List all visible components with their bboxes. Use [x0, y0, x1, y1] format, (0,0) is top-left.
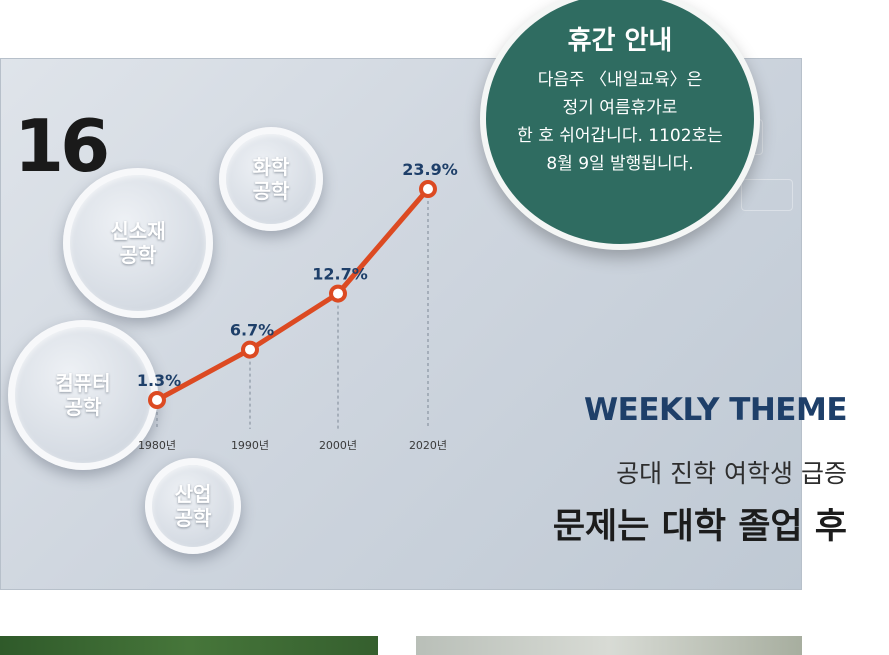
page-number: 16 [14, 104, 110, 188]
photo-thumbnail [0, 636, 378, 655]
notice-title: 휴간 안내 [567, 26, 673, 56]
photo-thumbnail [416, 636, 802, 655]
decor-hexagon [741, 179, 793, 211]
notice-circle: 휴간 안내 다음주 〈내일교육〉은 정기 여름휴가로 한 호 쉬어갑니다. 11… [480, 0, 760, 250]
bubble-industrial-engineering: 산업 공학 [145, 458, 241, 554]
article-headline: 문제는 대학 졸업 후 [552, 507, 847, 547]
notice-body: 다음주 〈내일교육〉은 정기 여름휴가로 한 호 쉬어갑니다. 1102호는 8… [517, 70, 723, 174]
bubble-chemical-engineering: 화학 공학 [219, 127, 323, 231]
bubble-computer-engineering: 컴퓨터 공학 [8, 320, 158, 470]
weekly-theme-label: WEEKLY THEME [583, 392, 848, 428]
bubble-materials-engineering: 신소재 공학 [63, 168, 213, 318]
article-subtitle: 공대 진학 여학생 급증 [616, 459, 847, 488]
